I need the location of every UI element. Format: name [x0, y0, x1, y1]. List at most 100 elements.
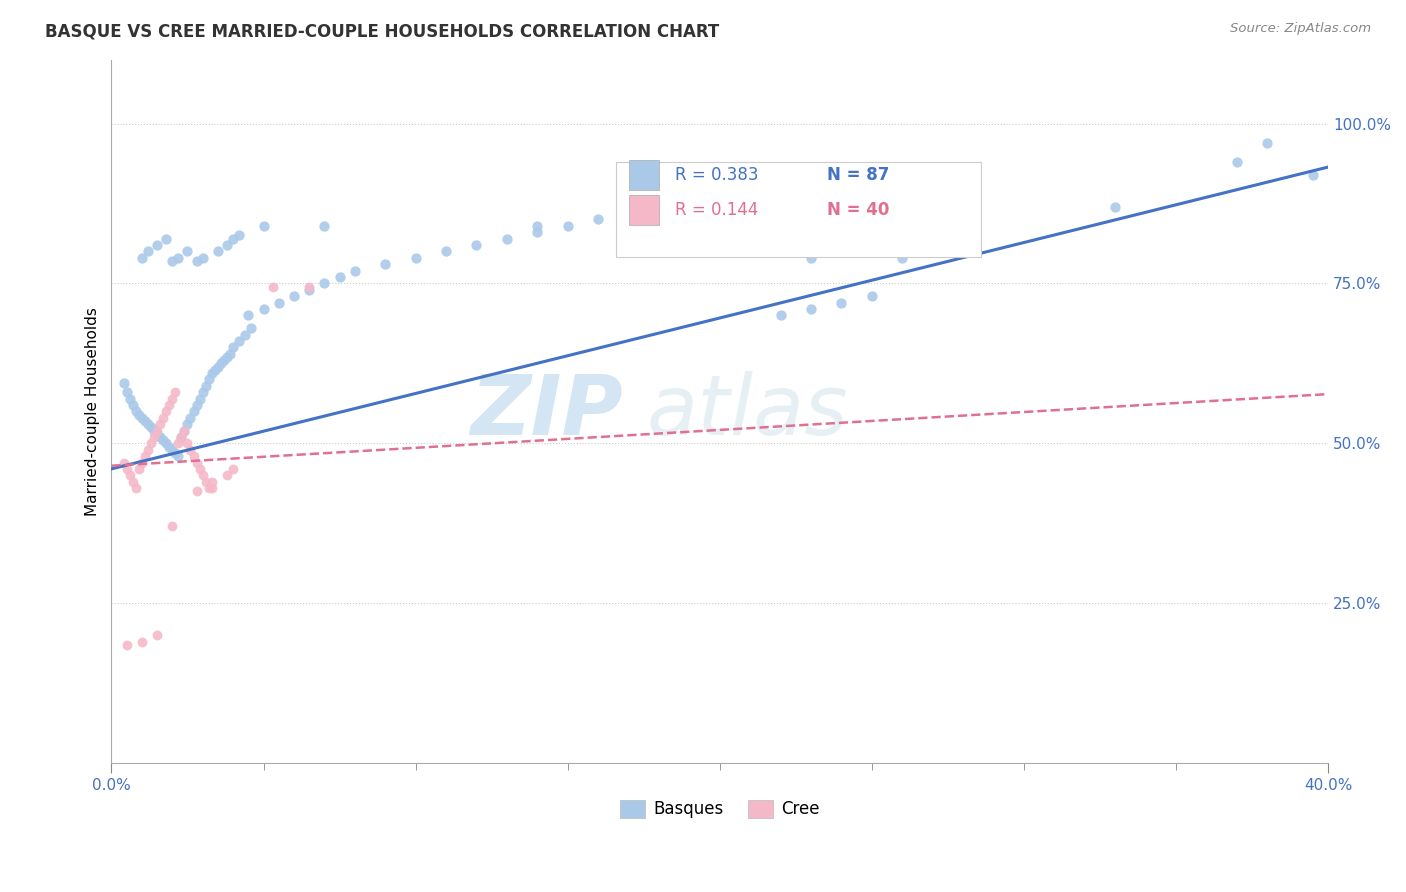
Point [207, 359, 229, 374]
Point [891, 251, 914, 265]
Point [176, 417, 198, 432]
Point [465, 238, 488, 252]
Point [176, 436, 198, 450]
Point [228, 228, 250, 243]
Point [155, 436, 177, 450]
Point [115, 385, 138, 400]
Point [146, 628, 169, 642]
Point [238, 309, 260, 323]
Point [183, 404, 205, 418]
Point [131, 410, 153, 425]
Point [194, 378, 217, 392]
Point [155, 404, 177, 418]
Point [197, 372, 219, 386]
Point [188, 392, 211, 406]
Point [143, 430, 166, 444]
Point [204, 363, 226, 377]
Point [170, 430, 193, 444]
Point [165, 385, 187, 400]
Point [173, 424, 195, 438]
Point [179, 410, 201, 425]
Point [146, 426, 169, 441]
Point [173, 424, 195, 438]
Point [201, 481, 224, 495]
Point [252, 219, 274, 233]
Point [179, 442, 201, 457]
Point [222, 340, 245, 354]
Point [678, 194, 700, 208]
Point [1226, 155, 1249, 169]
Point [222, 232, 245, 246]
Point [201, 366, 224, 380]
Point [194, 475, 217, 489]
Point [143, 424, 166, 438]
Point [267, 295, 290, 310]
Point [648, 200, 671, 214]
Text: atlas: atlas [647, 371, 848, 452]
Point [215, 238, 238, 252]
Point [125, 481, 148, 495]
Text: N = 87: N = 87 [827, 166, 889, 184]
Point [186, 254, 208, 268]
Point [146, 238, 169, 252]
Point [134, 449, 156, 463]
Point [112, 376, 135, 390]
Point [800, 301, 823, 316]
Point [115, 462, 138, 476]
Legend: Basques, Cree: Basques, Cree [613, 793, 827, 825]
Point [586, 212, 609, 227]
Point [162, 442, 184, 457]
Point [155, 232, 177, 246]
Point [165, 446, 187, 460]
FancyBboxPatch shape [628, 195, 659, 225]
FancyBboxPatch shape [628, 161, 659, 190]
Point [298, 279, 321, 293]
Point [197, 481, 219, 495]
Point [146, 424, 169, 438]
Point [557, 219, 579, 233]
Text: BASQUE VS CREE MARRIED-COUPLE HOUSEHOLDS CORRELATION CHART: BASQUE VS CREE MARRIED-COUPLE HOUSEHOLDS… [45, 22, 720, 40]
Point [131, 456, 153, 470]
Point [139, 420, 162, 434]
Point [860, 289, 883, 303]
Point [769, 309, 792, 323]
Point [186, 484, 208, 499]
Point [167, 251, 190, 265]
Point [434, 244, 457, 259]
Point [252, 301, 274, 316]
Point [800, 251, 823, 265]
Point [118, 468, 141, 483]
Point [131, 634, 153, 648]
Point [188, 462, 211, 476]
Point [157, 440, 180, 454]
Text: Source: ZipAtlas.com: Source: ZipAtlas.com [1230, 22, 1371, 36]
Point [134, 414, 156, 428]
Point [139, 436, 162, 450]
Point [167, 449, 190, 463]
Point [162, 254, 184, 268]
Point [262, 279, 284, 293]
Point [495, 232, 517, 246]
Text: ZIP: ZIP [470, 371, 623, 452]
Text: N = 40: N = 40 [827, 202, 889, 219]
Point [136, 417, 159, 432]
Point [131, 251, 153, 265]
Point [709, 186, 731, 201]
Point [240, 321, 263, 335]
Point [314, 277, 336, 291]
Point [374, 257, 396, 271]
Point [526, 219, 548, 233]
Point [233, 327, 256, 342]
Point [167, 436, 190, 450]
Point [115, 638, 138, 652]
Point [1302, 168, 1324, 182]
Point [149, 417, 172, 432]
Point [121, 475, 143, 489]
Point [343, 263, 366, 277]
Point [162, 519, 184, 533]
Point [121, 398, 143, 412]
Point [152, 410, 174, 425]
Point [215, 468, 238, 483]
Point [314, 219, 336, 233]
Point [209, 356, 232, 370]
